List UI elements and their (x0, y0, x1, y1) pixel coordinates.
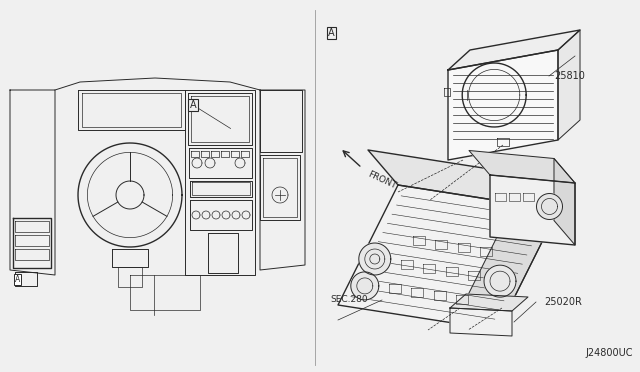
Polygon shape (338, 185, 558, 330)
Polygon shape (450, 294, 528, 311)
Polygon shape (558, 30, 580, 140)
Polygon shape (450, 308, 512, 336)
Text: J24800UC: J24800UC (585, 348, 632, 358)
Text: FRONT: FRONT (366, 170, 397, 191)
Polygon shape (469, 151, 575, 183)
Polygon shape (484, 265, 516, 297)
Text: 25810: 25810 (554, 71, 585, 81)
Polygon shape (368, 150, 558, 210)
Polygon shape (359, 243, 391, 275)
Polygon shape (554, 158, 575, 245)
Text: A: A (189, 100, 196, 110)
Polygon shape (536, 193, 563, 219)
Text: 25020R: 25020R (544, 297, 582, 307)
Polygon shape (448, 30, 580, 70)
Polygon shape (468, 175, 558, 330)
Polygon shape (490, 175, 575, 245)
Text: A: A (15, 275, 20, 284)
Polygon shape (351, 272, 379, 300)
Text: A: A (328, 28, 335, 38)
Polygon shape (448, 50, 558, 160)
Text: SEC.280: SEC.280 (330, 295, 367, 305)
